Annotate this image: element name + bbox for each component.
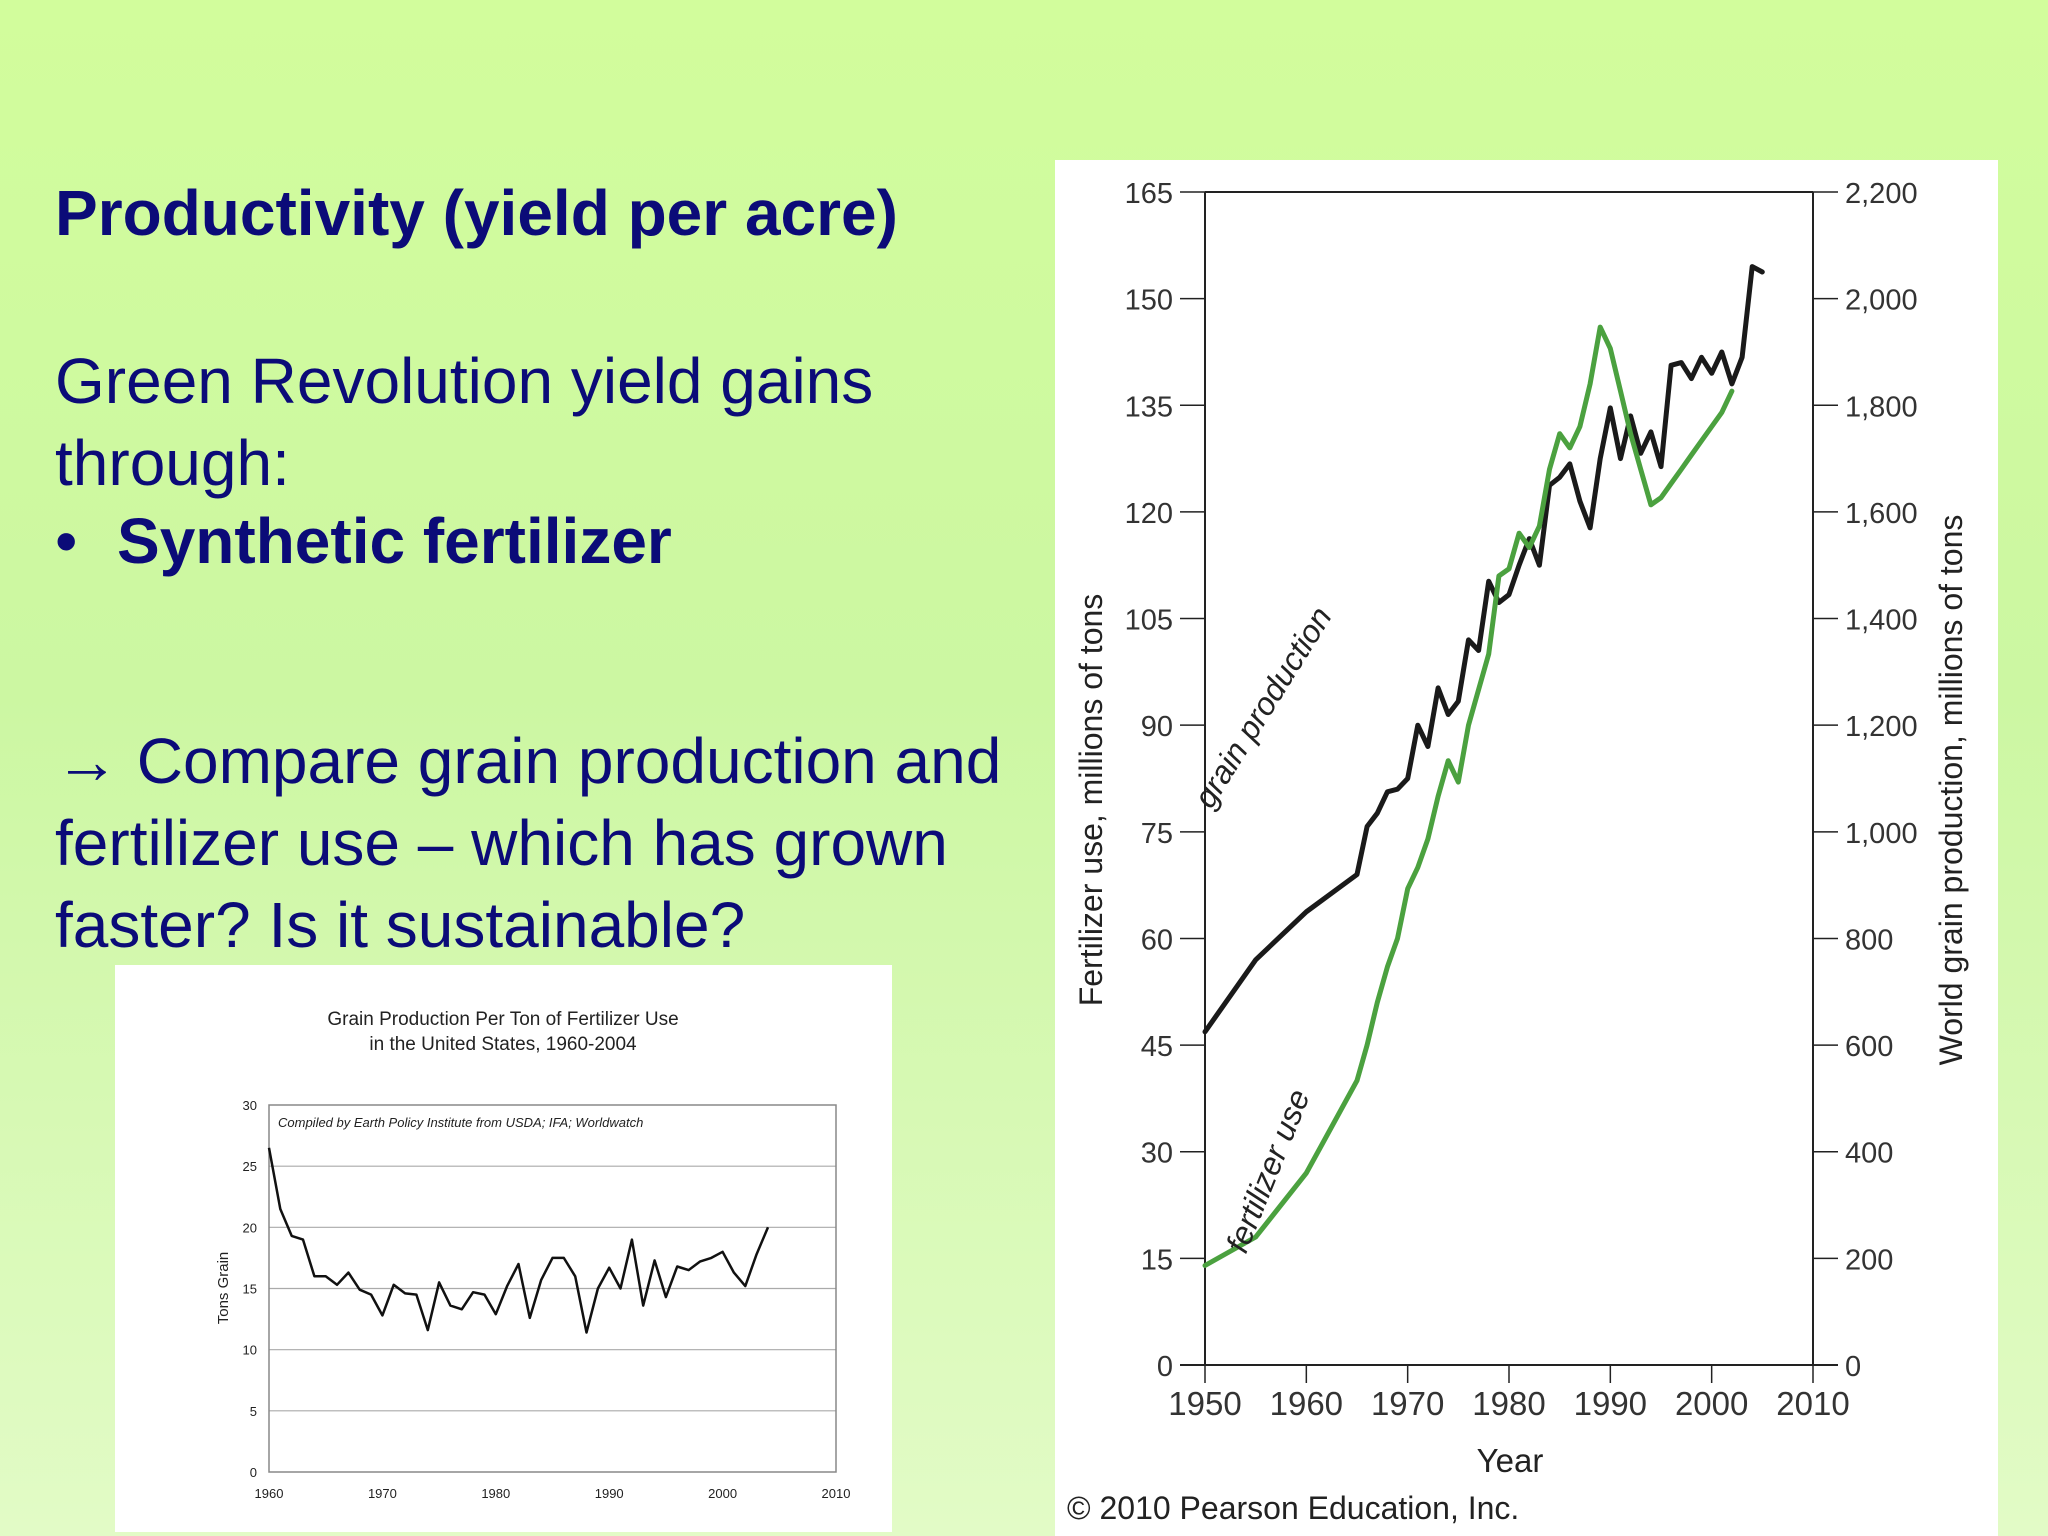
chart-subtitle: in the United States, 1960-2004	[369, 1034, 637, 1055]
right-tick-label: 600	[1845, 1031, 1893, 1063]
x-tick-label: 2000	[708, 1486, 737, 1501]
right-tick-label: 200	[1845, 1244, 1893, 1276]
grain-production-line	[1202, 264, 1765, 1035]
chart-title: Grain Production Per Ton of Fertilizer U…	[327, 1009, 678, 1030]
grain-per-fertilizer-chart: Grain Production Per Ton of Fertilizer U…	[115, 965, 892, 1532]
left-tick-label: 15	[1141, 1244, 1173, 1276]
left-tick-label: 165	[1125, 178, 1173, 210]
left-tick-label: 135	[1125, 391, 1173, 423]
left-tick-label: 150	[1125, 285, 1173, 317]
y-tick-label: 5	[250, 1404, 257, 1419]
right-tick-label: 1,000	[1845, 818, 1918, 850]
fertilizer-use-line	[1202, 324, 1735, 1268]
left-tick-label: 90	[1141, 711, 1173, 743]
source-note: Compiled by Earth Policy Institute from …	[278, 1115, 643, 1130]
plot-frame	[268, 1104, 837, 1473]
copyright-credit: © 2010 Pearson Education, Inc.	[1067, 1490, 1519, 1526]
x-tick-label: 1960	[1270, 1385, 1343, 1422]
right-tick-label: 2,200	[1845, 178, 1918, 210]
x-tick-label: 1990	[1574, 1385, 1647, 1422]
x-tick-label: 2000	[1675, 1385, 1748, 1422]
y-axis-label: Tons Grain	[215, 1252, 232, 1325]
x-tick-label: 1980	[1472, 1385, 1545, 1422]
right-y-axis-label: World grain production, millions of tons	[1933, 515, 1969, 1066]
series-lines	[267, 1147, 770, 1334]
left-y-axis-label: Fertilizer use, millions of tons	[1073, 594, 1109, 1007]
y-tick-label: 30	[243, 1098, 257, 1113]
tick-marks-and-labels: 0 15 30 45 60 75 90 105 120 135 150 165 0 200 400 600 80…	[1125, 178, 1918, 1422]
grain-production-label: grain production	[1187, 600, 1339, 814]
tick-labels: 0 5 10 15 20 25 30 1960 1970 1980 1990 2000 2010	[243, 1098, 851, 1501]
x-tick-label: 1970	[1371, 1385, 1444, 1422]
question-text: → Compare grain production and fertilize…	[55, 725, 1002, 961]
left-tick-label: 30	[1141, 1138, 1173, 1170]
bullet-text: Synthetic fertilizer	[117, 505, 672, 577]
x-tick-label: 2010	[1776, 1385, 1849, 1422]
y-tick-label: 25	[243, 1159, 257, 1174]
fertilizer-use-label: fertilizer use	[1219, 1084, 1317, 1257]
grain-per-fertilizer-svg: Grain Production Per Ton of Fertilizer U…	[215, 1009, 851, 1501]
fertilizer-grain-svg: 0 15 30 45 60 75 90 105 120 135 150 165 0 200 400 600 80…	[1067, 178, 1969, 1526]
grid	[269, 1165, 836, 1412]
x-tick-label: 1980	[481, 1486, 510, 1501]
x-tick-label: 1960	[255, 1486, 284, 1501]
y-tick-label: 15	[243, 1282, 257, 1297]
x-tick-label: 1990	[595, 1486, 624, 1501]
y-tick-label: 20	[243, 1220, 257, 1235]
grain-per-fertilizer-line	[267, 1147, 770, 1334]
y-tick-label: 10	[243, 1343, 257, 1358]
left-tick-label: 120	[1125, 498, 1173, 530]
left-tick-label: 0	[1157, 1351, 1173, 1383]
right-tick-label: 1,200	[1845, 711, 1918, 743]
y-tick-label: 0	[250, 1465, 257, 1480]
bullet-marker: •	[55, 505, 78, 577]
right-tick-label: 400	[1845, 1138, 1893, 1170]
right-tick-label: 800	[1845, 924, 1893, 956]
series-lines	[1202, 264, 1765, 1268]
x-tick-label: 1950	[1168, 1385, 1241, 1422]
left-tick-label: 75	[1141, 818, 1173, 850]
right-tick-label: 1,800	[1845, 391, 1918, 423]
right-tick-label: 1,400	[1845, 605, 1918, 637]
right-tick-label: 2,000	[1845, 285, 1918, 317]
x-axis-label: Year	[1477, 1442, 1544, 1479]
left-tick-label: 60	[1141, 924, 1173, 956]
fertilizer-grain-chart: 0 15 30 45 60 75 90 105 120 135 150 165 0 200 400 600 80…	[1055, 160, 1998, 1536]
slide-heading: Productivity (yield per acre)	[55, 177, 898, 249]
left-tick-label: 105	[1125, 605, 1173, 637]
axis-lines	[1180, 191, 1838, 1366]
right-tick-label: 1,600	[1845, 498, 1918, 530]
bullet-item: • Synthetic fertilizer	[55, 504, 672, 578]
left-tick-label: 45	[1141, 1031, 1173, 1063]
x-tick-label: 2010	[822, 1486, 851, 1501]
right-tick-label: 0	[1845, 1351, 1861, 1383]
intro-text: Green Revolution yield gains through:	[55, 345, 874, 499]
x-tick-label: 1970	[368, 1486, 397, 1501]
